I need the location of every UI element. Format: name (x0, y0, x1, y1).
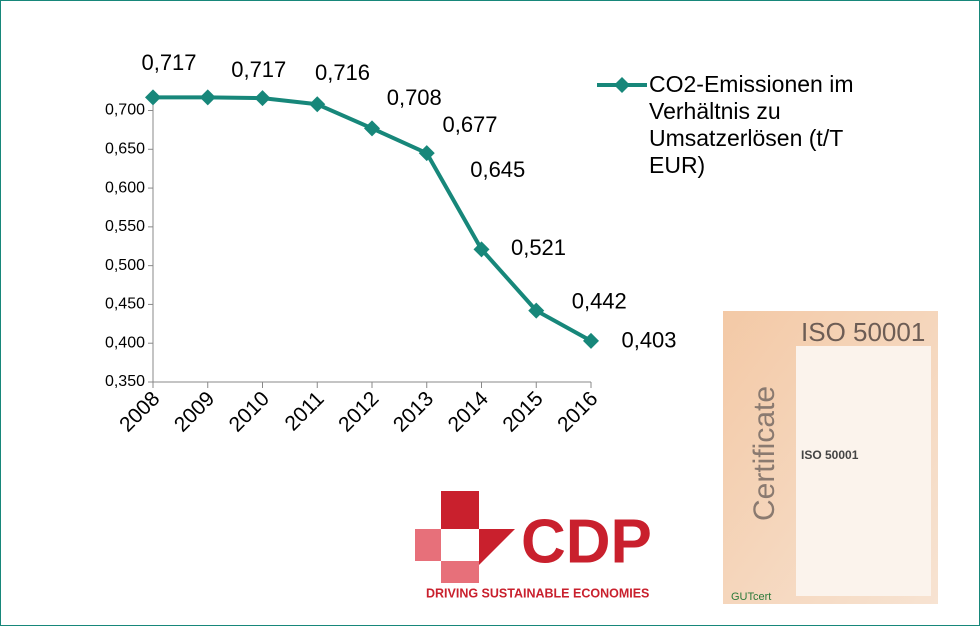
marker (583, 332, 599, 349)
x-tick-label: 2014 (444, 387, 494, 437)
y-tick-label: 0,450 (105, 296, 145, 313)
data-label: 0,716 (315, 60, 370, 85)
x-tick-label: 2012 (334, 387, 383, 436)
logo-shape (441, 561, 479, 583)
x-tick-label: 2011 (281, 387, 329, 435)
data-label: 0,442 (572, 288, 627, 313)
data-label: 0,521 (511, 235, 566, 260)
y-tick-label: 0,400 (105, 334, 145, 351)
y-tick-label: 0,500 (105, 257, 145, 274)
logo-shape (415, 529, 441, 561)
marker (254, 90, 271, 107)
y-tick-label: 0,350 (105, 373, 145, 390)
legend-label: CO2-Emissionen im Verhältnis zu Umsatzer… (649, 71, 854, 178)
legend-marker (614, 77, 630, 93)
certificate-issuer: GUTcert (731, 591, 771, 603)
data-label: 0,717 (141, 50, 196, 75)
y-tick-label: 0,650 (105, 141, 145, 158)
logo-shape (441, 491, 479, 529)
x-tick-label: 2010 (225, 387, 274, 436)
marker (418, 145, 435, 162)
x-tick-label: 2009 (170, 387, 219, 436)
x-tick-label: 2013 (389, 387, 438, 436)
y-tick-label: 0,700 (105, 102, 145, 119)
y-tick-label: 0,600 (105, 179, 145, 196)
marker (364, 120, 380, 137)
marker (309, 96, 326, 113)
legend: CO2-Emissionen im Verhältnis zu Umsatzer… (649, 71, 899, 179)
data-label: 0,677 (442, 112, 497, 137)
logo-text: CDP (521, 507, 652, 576)
x-tick-label: 2016 (553, 387, 602, 436)
certificate: ISO 50001 Certificate ISO 50001 GUTcert (723, 311, 938, 604)
marker (145, 89, 161, 106)
certificate-title: ISO 50001 (801, 317, 925, 347)
logo-shape (479, 529, 515, 565)
cdp-logo: CDP DRIVING SUSTAINABLE ECONOMIES (415, 491, 652, 600)
marker (473, 241, 490, 258)
x-tick-label: 2015 (498, 387, 547, 436)
marker (528, 302, 545, 319)
data-label: 0,708 (387, 85, 442, 110)
y-tick-label: 0,550 (105, 218, 145, 235)
certificate-standard: ISO 50001 (801, 448, 859, 462)
data-label: 0,717 (231, 57, 286, 82)
certificate-side: Certificate (748, 386, 781, 521)
logo-tagline: DRIVING SUSTAINABLE ECONOMIES (426, 586, 649, 600)
x-tick-label: 2008 (115, 387, 164, 436)
data-label: 0,645 (470, 157, 525, 182)
certificate-page (796, 346, 931, 596)
data-label: 0,403 (621, 328, 676, 353)
marker (199, 89, 216, 106)
